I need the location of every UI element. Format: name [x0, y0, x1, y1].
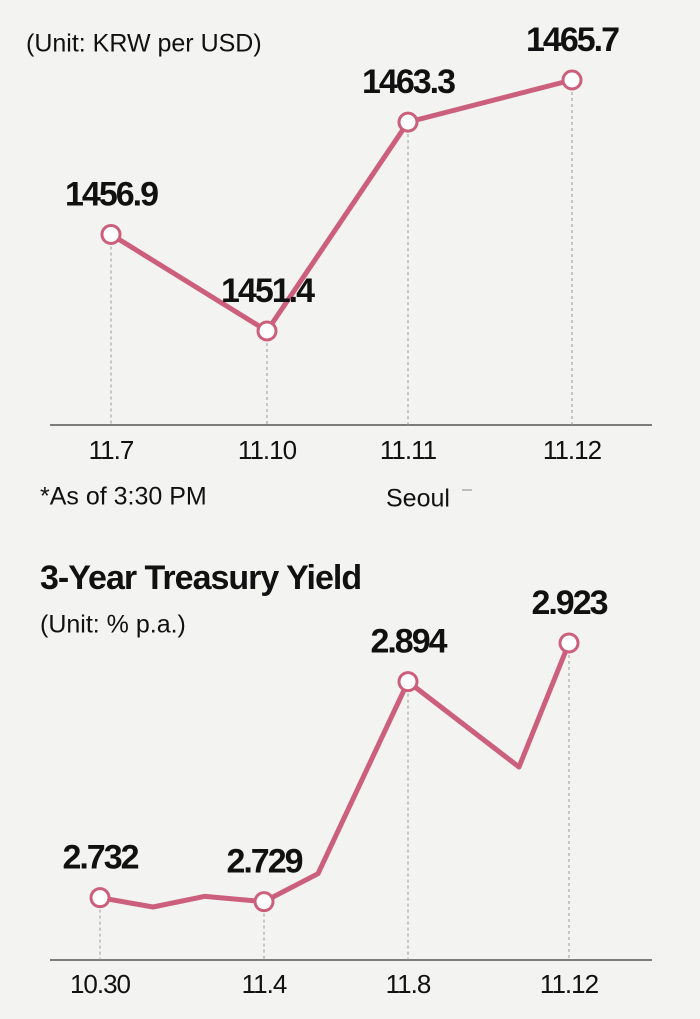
data-label: 1465.7 [526, 21, 619, 59]
x-tick-label: 11.10 [238, 435, 297, 465]
data-label: 2.923 [531, 584, 607, 622]
point [253, 891, 275, 913]
x-tick-label: 11.4 [242, 969, 287, 999]
chart-subtitle: (Unit: % p.a.) [40, 611, 186, 639]
source: Seoul [386, 485, 450, 513]
data-label: 1451.4 [221, 272, 315, 310]
data-label: 1463.3 [362, 63, 455, 101]
point [256, 320, 278, 342]
line [99, 642, 572, 910]
point [89, 887, 111, 909]
point [561, 69, 583, 91]
chart-subtitle: (Unit: KRW per USD) [26, 30, 262, 58]
x-tick-label: 11.11 [380, 435, 437, 465]
note: *As of 3:30 PM [40, 483, 207, 511]
data-label: 2.732 [62, 839, 138, 877]
point [100, 223, 122, 245]
data-label: 2.729 [226, 843, 302, 881]
point [397, 111, 419, 133]
chart-title: 3-Year Treasury Yield [40, 559, 361, 597]
data-label: 2.894 [370, 623, 447, 661]
line [109, 77, 573, 334]
x-tick-label: 11.8 [386, 969, 431, 999]
x-tick-label: 11.12 [543, 435, 602, 465]
point [558, 632, 580, 654]
data-label: 1456.9 [65, 175, 158, 213]
x-tick-label: 11.12 [540, 969, 599, 999]
x-tick-label: 10.30 [70, 969, 131, 999]
point [397, 671, 419, 693]
x-tick-label: 11.7 [89, 435, 134, 465]
